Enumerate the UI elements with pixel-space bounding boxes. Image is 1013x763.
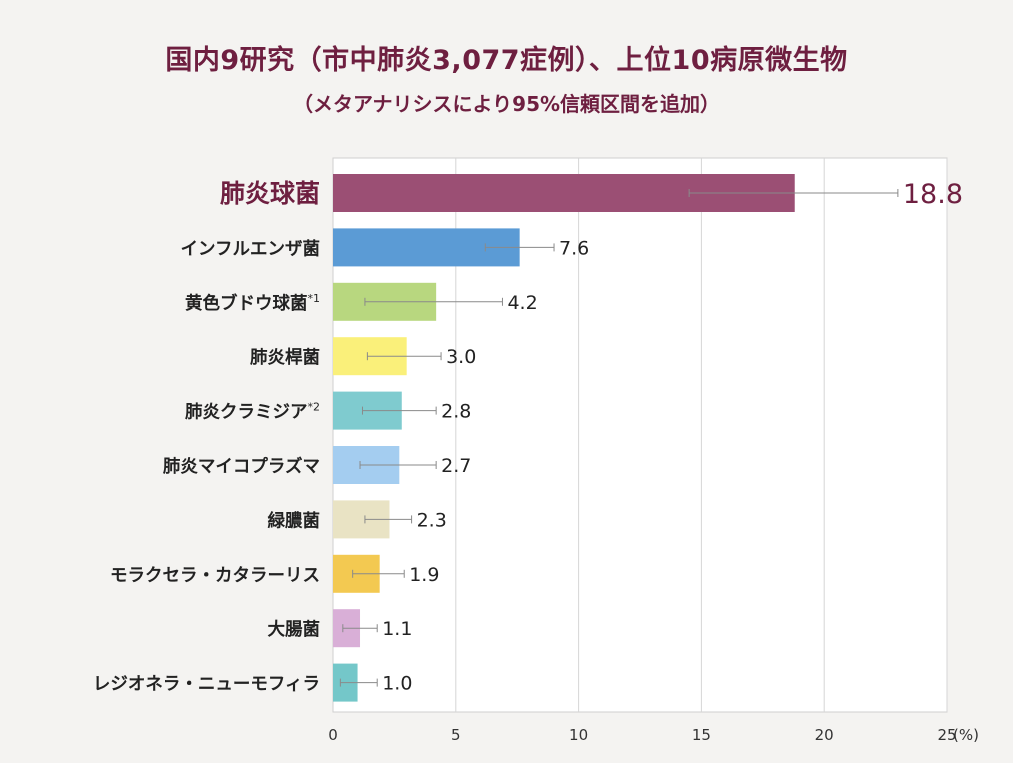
x-tick-label: 10 <box>569 726 588 744</box>
category-label-text: 肺炎桿菌 <box>250 347 320 368</box>
value-label: 7.6 <box>559 237 589 259</box>
footnote-mark: *1 <box>308 292 321 305</box>
category-label: 黄色ブドウ球菌*1 <box>185 292 320 314</box>
value-label: 3.0 <box>446 346 476 368</box>
x-tick-label: 5 <box>451 726 461 744</box>
value-label: 2.7 <box>441 455 471 477</box>
category-label-text: 黄色ブドウ球菌 <box>185 293 308 314</box>
category-label: 大腸菌 <box>268 619 321 640</box>
x-tick-label: 20 <box>815 726 834 744</box>
category-label-text: 肺炎クラミジア <box>185 402 308 423</box>
category-label: モラクセラ・カタラーリス <box>110 566 320 586</box>
category-label: レジオネラ・ニューモフィラ <box>93 675 320 695</box>
category-label-text: モラクセラ・カタラーリス <box>110 566 320 586</box>
category-label-text: インフルエンザ菌 <box>181 239 320 259</box>
value-label: 1.9 <box>409 564 439 586</box>
value-label: 4.2 <box>507 292 537 314</box>
x-tick-label: 25 <box>937 726 956 744</box>
category-label: 肺炎球菌 <box>220 179 320 208</box>
category-label-text: 肺炎球菌 <box>220 179 320 208</box>
value-label: 1.0 <box>382 673 412 695</box>
value-label: 2.3 <box>417 509 447 531</box>
category-label-text: 緑膿菌 <box>268 510 321 531</box>
footnote-mark: *2 <box>308 401 321 414</box>
value-label: 2.8 <box>441 401 471 423</box>
chart-title: 国内9研究（市中肺炎3,077症例）、上位10病原微生物 <box>165 45 848 76</box>
category-label: 肺炎クラミジア*2 <box>185 401 320 423</box>
chart-subtitle: （メタアナリシスにより95%信頼区間を追加） <box>292 92 721 116</box>
category-label: インフルエンザ菌 <box>181 239 320 259</box>
x-tick-label: 0 <box>328 726 338 744</box>
x-axis-unit-label: (%) <box>953 726 979 744</box>
category-label-text: レジオネラ・ニューモフィラ <box>93 675 320 695</box>
value-label: 1.1 <box>382 618 412 640</box>
category-label-text: 肺炎マイコプラズマ <box>163 456 320 477</box>
category-label: 肺炎桿菌 <box>250 347 320 368</box>
x-tick-label: 15 <box>692 726 711 744</box>
category-label: 緑膿菌 <box>268 510 321 531</box>
value-label: 18.8 <box>903 179 963 210</box>
category-label: 肺炎マイコプラズマ <box>163 456 320 477</box>
category-label-text: 大腸菌 <box>268 619 321 640</box>
